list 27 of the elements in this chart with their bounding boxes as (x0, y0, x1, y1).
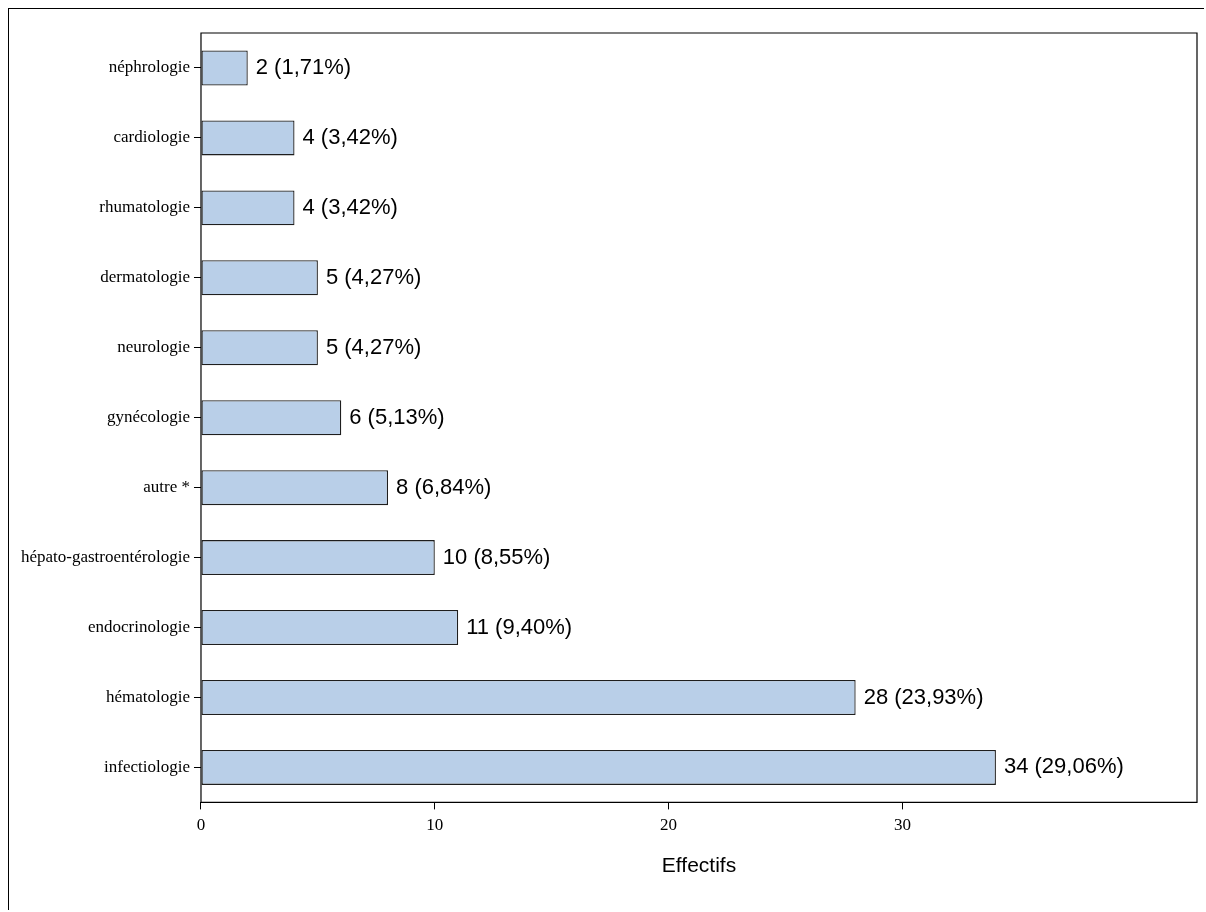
y-tick-label: rhumatologie (99, 197, 190, 217)
y-tick-label: infectiologie (104, 756, 190, 776)
x-tick-label: 20 (660, 815, 678, 835)
y-tick-label: néphrologie (108, 57, 190, 77)
y-tick-label: dermatologie (100, 267, 190, 287)
data-label: 8 (6,84%) (396, 473, 492, 499)
data-label: 28 (23,93%) (863, 683, 984, 709)
data-label: 34 (29,06%) (1003, 753, 1124, 779)
y-tick-label: hématologie (105, 686, 190, 706)
y-tick-label: cardiologie (113, 127, 190, 147)
y-tick-label: autre * (143, 477, 190, 497)
x-axis-title: Effectifs (661, 853, 737, 877)
data-label: 5 (4,27%) (325, 333, 422, 359)
data-label: 11 (9,40%) (466, 613, 573, 639)
data-label: 10 (8,55%) (442, 543, 551, 569)
data-label: 4 (3,42%) (302, 123, 398, 149)
data-label: 2 (1,71%) (255, 54, 352, 80)
data-label: 5 (4,27%) (325, 263, 422, 289)
x-tick-label: 10 (426, 815, 444, 835)
x-tick-label: 30 (893, 815, 911, 835)
y-tick-label: gynécologie (106, 407, 190, 427)
y-tick-label: neurologie (117, 337, 190, 357)
y-tick-label: hépato-gastroentérologie (20, 547, 190, 567)
x-tick-label: 0 (196, 815, 206, 835)
data-label: 6 (5,13%) (349, 403, 445, 429)
y-tick-label: endocrinologie (88, 617, 190, 637)
data-label: 4 (3,42%) (302, 193, 398, 219)
